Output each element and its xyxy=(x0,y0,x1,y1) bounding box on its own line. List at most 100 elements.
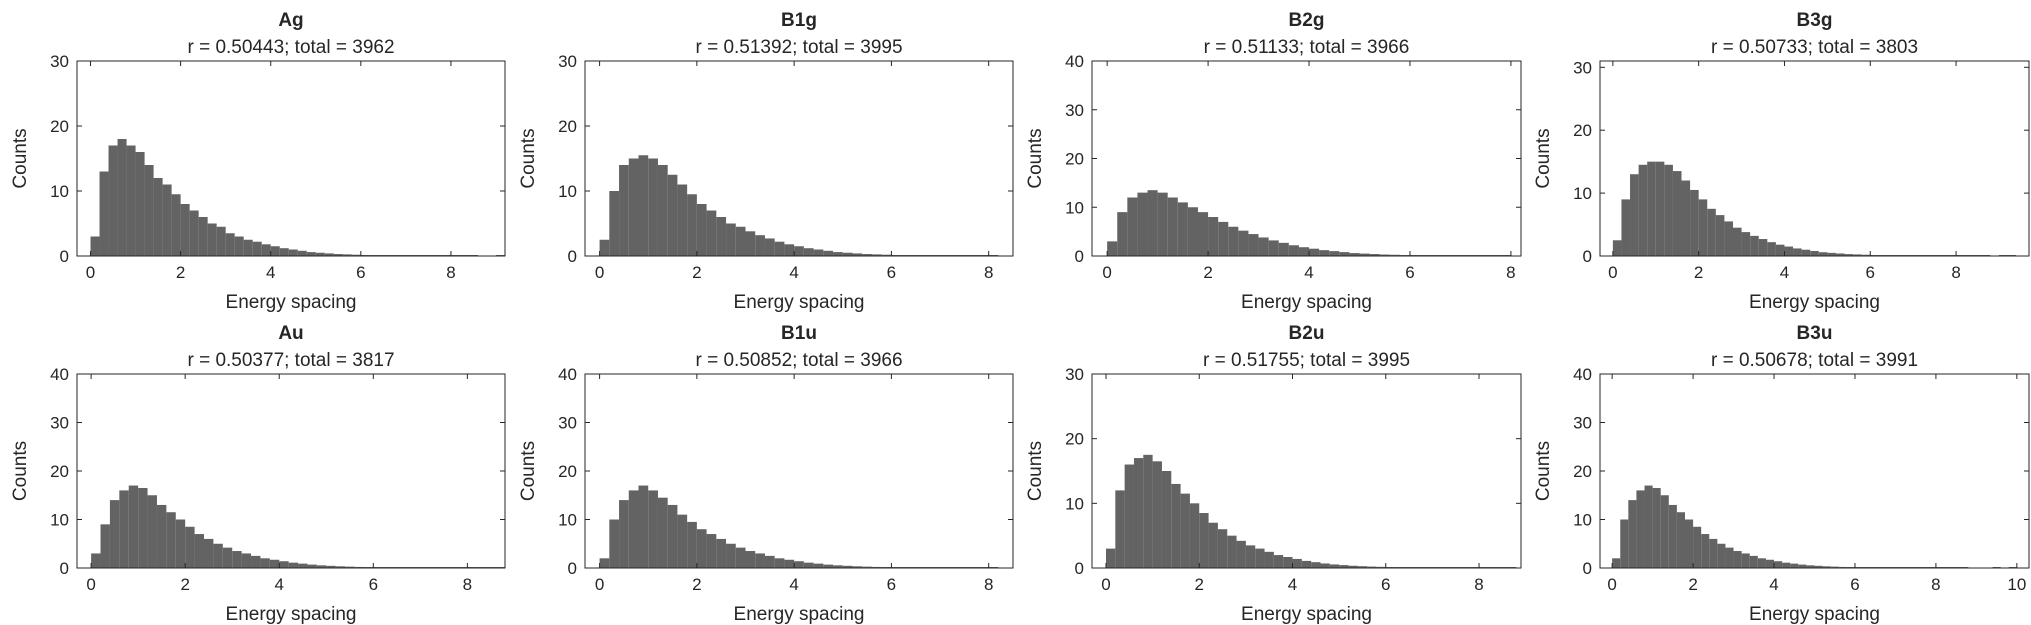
x-tick-label: 4 xyxy=(789,575,798,594)
histogram-bar xyxy=(1636,490,1645,568)
x-axis-label: Energy spacing xyxy=(1241,292,1372,313)
histogram-bar xyxy=(1278,242,1289,256)
histogram-bar xyxy=(243,239,253,256)
histogram-bar xyxy=(1715,215,1725,256)
histogram-bar xyxy=(1199,513,1209,568)
histogram-bar xyxy=(599,239,610,256)
histogram-bar xyxy=(1672,171,1682,256)
panel-subtitle: r = 0.51755; total = 3995 xyxy=(1203,350,1410,371)
histogram-bar xyxy=(1258,237,1269,256)
histogram-bar xyxy=(324,253,334,256)
histogram-bar xyxy=(234,236,244,256)
histogram-bar xyxy=(1660,495,1669,568)
histogram-bar xyxy=(216,226,226,256)
histogram-bar xyxy=(774,241,785,256)
histogram-bar xyxy=(1187,207,1198,256)
histogram-bar xyxy=(745,551,756,568)
x-axis-label: Energy spacing xyxy=(1241,604,1372,625)
histogram-bar xyxy=(1681,180,1691,256)
histogram-bar xyxy=(1612,240,1622,256)
histogram-bar xyxy=(1248,234,1259,256)
x-tick-label: 6 xyxy=(887,263,896,282)
y-axis-label: Counts xyxy=(10,441,31,501)
histogram-bar xyxy=(1320,563,1330,568)
y-tick-label: 40 xyxy=(1065,52,1084,71)
histogram-bar xyxy=(1161,471,1172,568)
histogram-bar xyxy=(1367,566,1377,568)
x-tick-label: 10 xyxy=(2007,575,2026,594)
histogram-bar xyxy=(619,500,629,568)
histogram-bar xyxy=(803,248,814,256)
x-axis-label: Energy spacing xyxy=(226,292,357,313)
histogram-bar xyxy=(1137,192,1148,257)
histogram-bar xyxy=(1676,512,1685,568)
histogram-bar xyxy=(315,252,325,256)
histogram-bar xyxy=(156,504,167,568)
histogram-bar xyxy=(1644,485,1653,568)
histogram-bar xyxy=(1774,561,1783,568)
histogram-bar xyxy=(108,145,118,256)
y-tick-label: 20 xyxy=(1065,150,1084,169)
y-tick-label: 10 xyxy=(558,511,577,530)
histogram-bar xyxy=(881,254,892,256)
x-tick-label: 4 xyxy=(275,575,284,594)
histogram-bar xyxy=(1117,212,1128,257)
histogram-bar xyxy=(1814,565,1823,568)
x-tick-label: 0 xyxy=(595,575,604,594)
histogram-bar xyxy=(100,524,110,568)
histogram-bar xyxy=(1171,483,1181,568)
histogram-bar xyxy=(1844,254,1854,256)
histogram-bar xyxy=(1357,566,1368,568)
histogram-bar xyxy=(1329,251,1340,257)
histogram-bar xyxy=(833,252,843,256)
histogram-bar xyxy=(1767,242,1776,256)
histogram-bar xyxy=(162,184,172,256)
y-tick-label: 0 xyxy=(1583,247,1592,266)
histogram-bars xyxy=(1612,161,2017,256)
x-tick-label: 4 xyxy=(266,263,275,282)
histogram-bar xyxy=(1733,551,1742,568)
histogram-bar xyxy=(1693,526,1702,568)
panel-b1g: 0 2 4 6 8 0 10 20 30 B1g r = 0.51392; total = 3995… xyxy=(518,10,1014,313)
x-tick-label: 8 xyxy=(1506,263,1515,282)
histogram-bar xyxy=(638,485,649,568)
histogram-bar xyxy=(735,547,746,568)
histogram-bar xyxy=(1801,249,1811,256)
histogram-bar xyxy=(203,538,214,568)
histogram-bar xyxy=(99,171,109,256)
y-tick-label: 0 xyxy=(1075,559,1084,578)
histogram-bar xyxy=(1359,253,1370,256)
histogram-bar xyxy=(1264,551,1274,568)
histogram-bar xyxy=(871,566,882,568)
histogram-bar xyxy=(1690,189,1699,256)
panel-subtitle: r = 0.51133; total = 3966 xyxy=(1204,37,1410,58)
x-tick-label: 8 xyxy=(984,263,993,282)
x-tick-label: 0 xyxy=(1101,575,1110,594)
histogram-bar xyxy=(333,254,343,256)
histogram-bar xyxy=(1741,232,1751,256)
histogram-bar xyxy=(716,538,727,568)
y-tick-label: 30 xyxy=(1573,414,1592,433)
histogram-bar xyxy=(862,254,872,256)
histogram-bar xyxy=(619,165,629,256)
histogram-bar xyxy=(852,253,863,256)
histogram-bar xyxy=(260,558,270,568)
histogram-bar xyxy=(345,566,355,568)
histogram-bar xyxy=(189,210,199,256)
x-tick-label: 6 xyxy=(1405,263,1414,282)
histogram-bar xyxy=(628,158,639,256)
y-tick-label: 0 xyxy=(1583,559,1592,578)
y-tick-label: 30 xyxy=(558,52,577,71)
panel-subtitle: r = 0.50443; total = 3962 xyxy=(187,37,394,58)
histogram-bar xyxy=(1830,566,1839,568)
y-axis-label: Counts xyxy=(1533,441,1554,501)
histogram-bars xyxy=(1107,190,1511,257)
histogram-bar xyxy=(1167,197,1178,256)
histogram-bar xyxy=(784,244,795,256)
histogram-bar xyxy=(784,559,795,568)
histogram-bar xyxy=(842,252,853,256)
histogram-bar xyxy=(1238,230,1249,256)
histogram-bar xyxy=(185,526,195,568)
x-tick-label: 8 xyxy=(1951,263,1960,282)
y-tick-label: 30 xyxy=(1573,58,1592,77)
